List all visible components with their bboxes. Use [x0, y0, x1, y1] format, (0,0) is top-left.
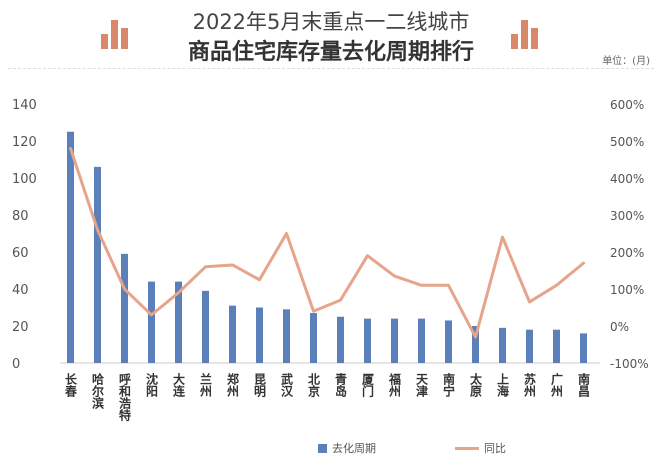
bar — [175, 281, 182, 363]
category-tick-label: 长春 — [64, 372, 78, 398]
bar — [472, 326, 479, 363]
bar — [310, 313, 317, 363]
bar — [256, 307, 263, 363]
bar — [67, 131, 74, 363]
left-axis-tick-label: 100 — [12, 172, 37, 187]
bar — [445, 320, 452, 363]
legend-item-line: 同比 — [455, 440, 506, 456]
unit-label: 单位：(月) — [602, 56, 650, 67]
right-axis-tick-label: 200% — [610, 246, 644, 260]
chart-subtitle: 商品住宅库存量去化周期排行 — [187, 40, 474, 65]
right-axis-tick-label: -100% — [610, 357, 649, 371]
category-tick-label: 青岛 — [334, 372, 348, 398]
left-axis-tick-label: 120 — [12, 135, 37, 150]
legend-label-line: 同比 — [484, 442, 506, 455]
bar — [337, 316, 344, 363]
bar — [94, 166, 101, 363]
bar-chart-icon-right — [511, 20, 538, 49]
category-tick-label: 昆明 — [253, 373, 267, 398]
category-tick-label: 福州 — [388, 372, 402, 398]
right-axis-tick-label: 100% — [610, 283, 644, 297]
category-tick-label: 太原 — [469, 372, 483, 398]
left-axis-tick-label: 20 — [12, 320, 29, 335]
right-axis-tick-label: 0% — [610, 320, 629, 334]
category-tick-label: 郑州 — [226, 372, 240, 398]
bar — [148, 281, 155, 363]
bar — [526, 329, 533, 363]
bar — [283, 309, 290, 363]
category-tick-label: 南昌 — [577, 372, 591, 398]
category-tick-label: 北京 — [307, 372, 321, 398]
bar — [418, 318, 425, 363]
left-axis-tick-label: 40 — [12, 283, 29, 298]
category-tick-label: 苏州 — [523, 372, 537, 398]
left-axis-tick-label: 140 — [12, 98, 37, 113]
bar — [364, 318, 371, 363]
category-tick-label: 兰州 — [199, 372, 213, 398]
chart-title: 2022年5月末重点一二线城市 — [192, 10, 470, 34]
category-tick-label: 南宁 — [442, 372, 456, 398]
category-tick-label: 上海 — [496, 372, 510, 398]
legend-swatch-bar — [318, 443, 327, 453]
category-tick-label: 哈尔滨 — [91, 372, 105, 410]
category-tick-label: 大连 — [172, 372, 186, 398]
legend-item-bar: 去化周期 — [318, 440, 376, 456]
right-axis-tick-label: 500% — [610, 135, 644, 149]
right-axis-tick-label: 400% — [610, 172, 644, 186]
category-tick-label: 厦门 — [361, 372, 375, 398]
left-axis-tick-label: 80 — [12, 209, 29, 224]
bar-chart-icon-left — [101, 20, 128, 49]
right-axis-tick-label: 300% — [610, 209, 644, 223]
series-line-yoy — [69, 146, 585, 339]
category-tick-label: 广州 — [550, 372, 564, 398]
bar — [202, 290, 209, 363]
title-divider — [8, 68, 654, 69]
bar — [391, 318, 398, 363]
category-tick-label: 沈阳 — [145, 372, 159, 398]
legend-label-bar: 去化周期 — [332, 442, 376, 455]
right-axis-tick-label: 600% — [610, 98, 644, 112]
left-axis-tick-label: 60 — [12, 246, 29, 261]
category-tick-label: 呼和浩特 — [118, 372, 132, 422]
bar — [121, 253, 128, 363]
legend-swatch-line — [455, 446, 479, 450]
bar — [499, 327, 506, 363]
bar — [229, 305, 236, 363]
bar — [553, 329, 560, 363]
category-tick-label: 天津 — [415, 373, 429, 398]
bar — [580, 333, 587, 363]
category-tick-label: 武汉 — [280, 372, 294, 398]
left-axis-tick-label: 0 — [12, 357, 20, 372]
